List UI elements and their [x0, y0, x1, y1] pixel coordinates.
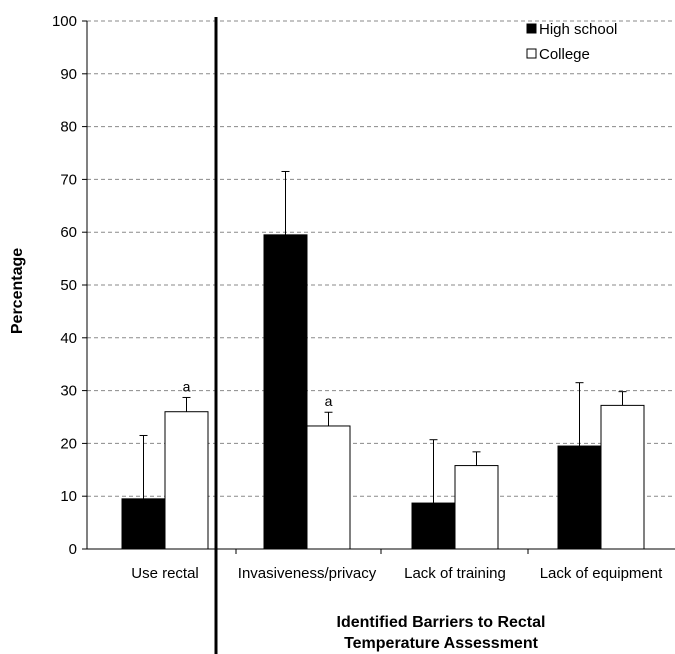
y-tick-label: 10	[60, 488, 77, 505]
y-tick-label: 30	[60, 383, 77, 400]
x-category-label: Invasiveness/privacy	[238, 565, 377, 582]
legend-swatch	[526, 23, 537, 34]
y-tick-label: 50	[60, 277, 77, 294]
x-axis-title-line-1: Identified Barriers to Rectal	[337, 614, 546, 631]
y-axis-title: Percentage	[9, 248, 26, 334]
bars	[121, 170, 645, 550]
legend: High school College	[526, 21, 617, 63]
x-category-label: Lack of training	[404, 565, 506, 582]
y-tick-label: 100	[52, 13, 77, 30]
bar-college	[454, 465, 499, 550]
y-tick-label: 0	[69, 541, 77, 558]
x-category-labels: Use rectal Invasiveness/privacy Lack of tr…	[131, 565, 663, 582]
y-tick-label: 90	[60, 66, 77, 83]
y-tick-labels: 0 10 20 30 40 50 60 70 80 90 100	[52, 13, 77, 558]
legend-label: College	[539, 46, 590, 63]
y-tick-label: 40	[60, 330, 77, 347]
bar-high-school	[557, 445, 602, 550]
significance-annotation: a	[183, 378, 191, 394]
x-category-label: Use rectal	[131, 565, 199, 582]
bar-high-school	[121, 498, 166, 550]
legend-label: High school	[539, 21, 617, 38]
x-category-label: Lack of equipment	[540, 565, 663, 582]
legend-swatch	[526, 48, 537, 59]
y-tick-label: 80	[60, 119, 77, 136]
significance-annotation: a	[325, 393, 333, 409]
bar-college	[600, 404, 645, 550]
bar-high-school	[263, 234, 308, 550]
axes	[82, 17, 675, 654]
y-tick-label: 60	[60, 224, 77, 241]
annotations: aa	[183, 378, 333, 409]
bar-college	[164, 411, 209, 550]
bar-high-school	[411, 502, 456, 550]
y-tick-label: 20	[60, 435, 77, 452]
bar-college	[306, 425, 351, 550]
x-axis-title-line-2: Temperature Assessment	[344, 635, 539, 652]
y-tick-label: 70	[60, 171, 77, 188]
